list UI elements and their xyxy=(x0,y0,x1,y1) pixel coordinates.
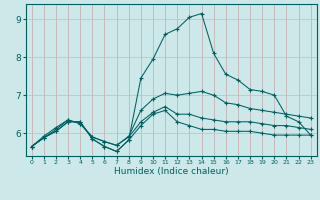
X-axis label: Humidex (Indice chaleur): Humidex (Indice chaleur) xyxy=(114,167,228,176)
